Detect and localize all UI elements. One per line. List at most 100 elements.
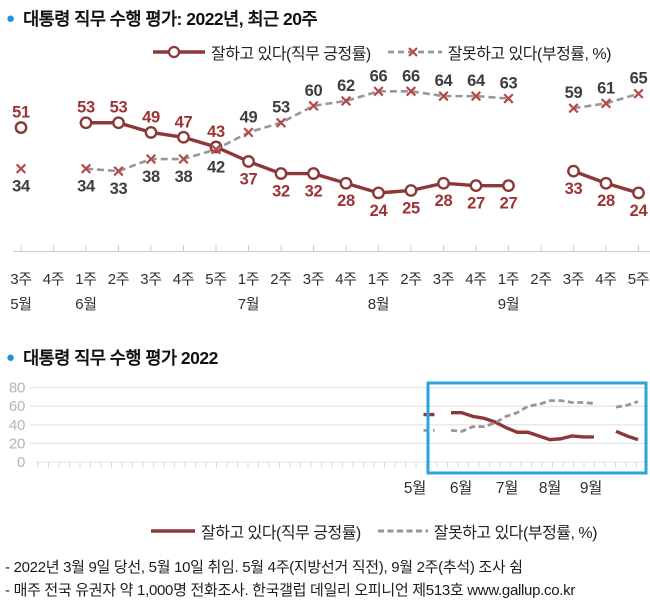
svg-text:51: 51 xyxy=(12,104,30,122)
svg-text:8월: 8월 xyxy=(368,296,390,313)
chart2-title: 대통령 직무 수행 평가 2022 xyxy=(23,348,218,368)
svg-text:3주: 3주 xyxy=(140,271,162,288)
svg-text:62: 62 xyxy=(337,77,355,95)
svg-text:61: 61 xyxy=(597,79,615,97)
svg-text:27: 27 xyxy=(467,195,485,213)
svg-text:64: 64 xyxy=(435,72,454,90)
footnote-line-2: - 매주 전국 유권자 약 1,000명 전화조사. 한국갤럽 데일리 오피니언… xyxy=(5,582,576,599)
svg-text:47: 47 xyxy=(175,113,193,131)
svg-text:2주: 2주 xyxy=(530,271,552,288)
svg-text:27: 27 xyxy=(500,195,518,213)
svg-text:42: 42 xyxy=(207,158,225,176)
positive-line-swatch-icon xyxy=(151,529,195,533)
svg-text:40: 40 xyxy=(9,417,25,434)
svg-text:60: 60 xyxy=(9,398,25,415)
svg-text:34: 34 xyxy=(12,178,31,196)
svg-text:28: 28 xyxy=(337,192,355,210)
svg-text:4주: 4주 xyxy=(173,271,195,288)
chart2-title-row: ● 대통령 직무 수행 평가 2022 xyxy=(6,345,218,370)
svg-text:2주: 2주 xyxy=(400,271,422,288)
svg-text:28: 28 xyxy=(435,192,453,210)
svg-text:4주: 4주 xyxy=(465,271,487,288)
negative-series: 34 34 33 38 38 42 49 53 60 62 66 66 64 64 63 59 61 65 xyxy=(12,67,648,198)
svg-text:32: 32 xyxy=(272,183,290,201)
svg-text:28: 28 xyxy=(597,192,615,210)
bullet-icon: ● xyxy=(6,10,16,27)
svg-text:32: 32 xyxy=(305,183,323,201)
positive-legend-label: 잘하고 있다(직무 긍정률) xyxy=(201,525,361,542)
svg-text:53: 53 xyxy=(110,99,128,117)
svg-text:34: 34 xyxy=(77,178,96,196)
svg-text:20: 20 xyxy=(9,435,25,452)
svg-text:63: 63 xyxy=(500,75,518,93)
svg-text:7월: 7월 xyxy=(238,296,260,313)
highlight-box xyxy=(426,381,648,475)
chart1-title-row: ● 대통령 직무 수행 평가: 2022년, 최근 20주 xyxy=(6,6,318,31)
positive-line-circle-swatch-icon xyxy=(153,45,205,59)
positive-legend-label: 잘하고 있다(직무 긍정률) xyxy=(211,46,371,63)
bullet-icon: ● xyxy=(6,349,16,366)
chart2-legend-positive: 잘하고 있다(직무 긍정률) xyxy=(150,519,361,543)
svg-text:5주: 5주 xyxy=(205,271,227,288)
negative-legend-label: 잘못하고 있다(부정률, %) xyxy=(447,46,612,63)
svg-text:43: 43 xyxy=(207,123,225,141)
svg-text:0: 0 xyxy=(17,454,25,471)
svg-text:33: 33 xyxy=(110,180,128,198)
svg-text:2주: 2주 xyxy=(270,271,292,288)
svg-text:9월: 9월 xyxy=(498,296,520,313)
svg-text:4주: 4주 xyxy=(43,271,65,288)
svg-text:8월: 8월 xyxy=(539,479,561,497)
chart1-title: 대통령 직무 수행 평가: 2022년, 최근 20주 xyxy=(23,9,318,29)
chart2-legend: 잘하고 있다(직무 긍정률) 잘못하고 있다(부정률, %) xyxy=(150,519,597,543)
svg-text:38: 38 xyxy=(175,168,193,186)
negative-legend-label: 잘못하고 있다(부정률, %) xyxy=(433,525,598,542)
recent-20-weeks-chart: 3주 4주 1주 2주 3주 4주 5주 1주 2주 3주 4주 1주 2주 3주 4주 1주 2주 3주 4주 5주… xyxy=(10,67,650,313)
svg-text:3주: 3주 xyxy=(10,271,32,288)
svg-text:4주: 4주 xyxy=(335,271,357,288)
svg-text:5월: 5월 xyxy=(404,479,426,497)
chart2-legend-negative: 잘못하고 있다(부정률, %) xyxy=(377,519,597,543)
svg-text:7월: 7월 xyxy=(496,479,518,497)
chart1-legend: 잘하고 있다(직무 긍정률) 잘못하고 있다(부정률, %) xyxy=(152,40,611,64)
svg-text:3주: 3주 xyxy=(563,271,585,288)
svg-text:53: 53 xyxy=(77,99,95,117)
svg-text:24: 24 xyxy=(630,202,649,220)
chart1-legend-positive: 잘하고 있다(직무 긍정률) xyxy=(152,40,371,64)
svg-text:1주: 1주 xyxy=(238,271,260,288)
positive-series: 51 53 53 49 47 43 37 32 32 28 24 25 28 27 27 33 28 24 xyxy=(12,99,649,220)
svg-text:6월: 6월 xyxy=(75,296,97,313)
negative-dash-swatch-icon xyxy=(377,529,428,533)
negative-series xyxy=(423,399,639,433)
svg-text:66: 66 xyxy=(402,67,420,85)
positive-series xyxy=(423,411,639,442)
svg-text:3주: 3주 xyxy=(303,271,325,288)
svg-text:1주: 1주 xyxy=(368,271,390,288)
svg-text:60: 60 xyxy=(305,82,323,100)
svg-text:1주: 1주 xyxy=(498,271,520,288)
svg-text:3주: 3주 xyxy=(433,271,455,288)
chart1-legend-negative: 잘못하고 있다(부정률, %) xyxy=(387,40,611,64)
negative-dash-x-swatch-icon xyxy=(387,47,442,57)
svg-text:64: 64 xyxy=(467,72,486,90)
svg-text:24: 24 xyxy=(370,202,389,220)
svg-text:1주: 1주 xyxy=(75,271,97,288)
svg-text:49: 49 xyxy=(240,108,258,126)
svg-text:4주: 4주 xyxy=(595,271,617,288)
svg-text:38: 38 xyxy=(142,168,160,186)
svg-text:5월: 5월 xyxy=(10,296,32,313)
svg-text:25: 25 xyxy=(402,200,420,218)
svg-text:65: 65 xyxy=(630,70,648,88)
svg-text:2주: 2주 xyxy=(108,271,130,288)
svg-text:59: 59 xyxy=(565,84,583,102)
svg-text:49: 49 xyxy=(142,108,160,126)
svg-text:66: 66 xyxy=(370,67,388,85)
svg-text:6월: 6월 xyxy=(450,479,472,497)
svg-text:33: 33 xyxy=(565,180,583,198)
footnote-line-1: - 2022년 3월 9일 당선, 5월 10일 취임. 5월 4주(지방선거 … xyxy=(5,559,523,576)
svg-text:53: 53 xyxy=(272,99,290,117)
svg-text:5주: 5주 xyxy=(628,271,650,288)
svg-text:37: 37 xyxy=(240,170,258,188)
svg-text:80: 80 xyxy=(9,380,25,397)
